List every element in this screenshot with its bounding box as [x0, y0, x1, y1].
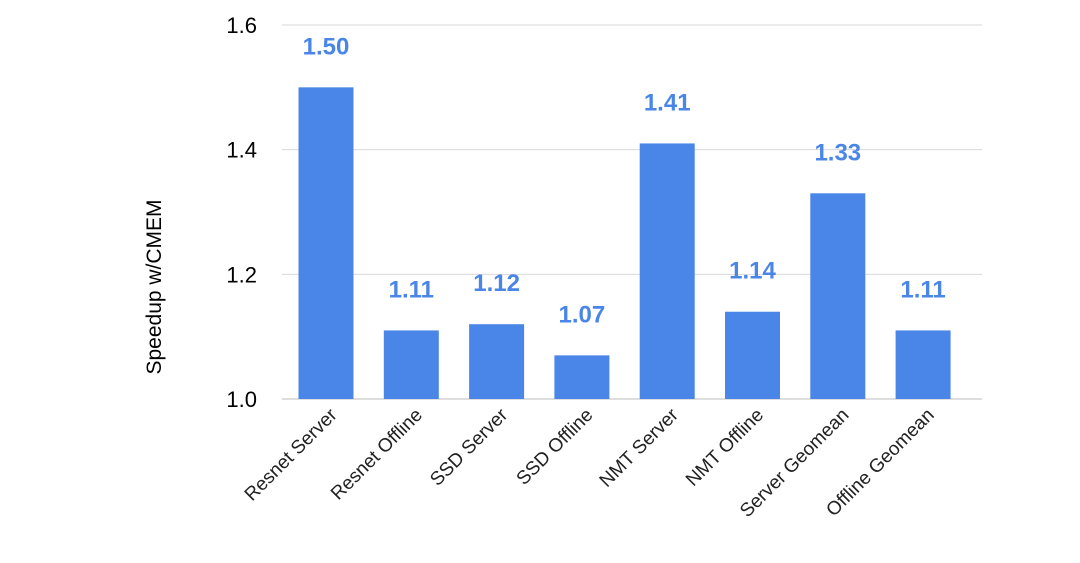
data-label: 1.11 — [389, 276, 434, 303]
bar — [298, 87, 354, 399]
bar — [469, 324, 525, 399]
bar — [383, 330, 439, 399]
y-axis-title: Speedup w/CMEM — [143, 199, 166, 374]
x-tick-label: Resnet Offline — [327, 405, 427, 505]
bar — [639, 143, 695, 399]
x-tick-label: SSD Server — [426, 404, 512, 490]
y-tick-label: 1.0 — [226, 387, 257, 412]
x-tick-label: SSD Offline — [513, 405, 598, 490]
bar — [725, 311, 780, 399]
y-axis-ticks: 1.0 1.2 1.4 1.6 — [226, 13, 257, 412]
data-label: 1.33 — [814, 139, 861, 166]
x-tick-label: NMT Server — [596, 404, 683, 491]
bar — [810, 193, 866, 399]
bar — [554, 355, 610, 399]
gridlines — [282, 24, 982, 400]
data-label: 1.41 — [644, 89, 691, 116]
data-label: 1.07 — [559, 301, 606, 328]
data-label: 1.14 — [729, 258, 776, 285]
y-tick-label: 1.4 — [226, 138, 257, 163]
y-tick-label: 1.2 — [226, 262, 257, 287]
data-label: 1.50 — [303, 33, 350, 60]
bar — [895, 330, 951, 399]
data-label: 1.12 — [473, 270, 520, 297]
x-tick-label: NMT Offline — [682, 405, 768, 491]
data-label: 1.11 — [900, 276, 945, 303]
data-labels: 1.50 1.11 1.12 1.07 1.41 1.14 1.33 1.11 — [303, 33, 946, 328]
bars — [298, 87, 951, 399]
y-tick-label: 1.6 — [226, 13, 257, 38]
